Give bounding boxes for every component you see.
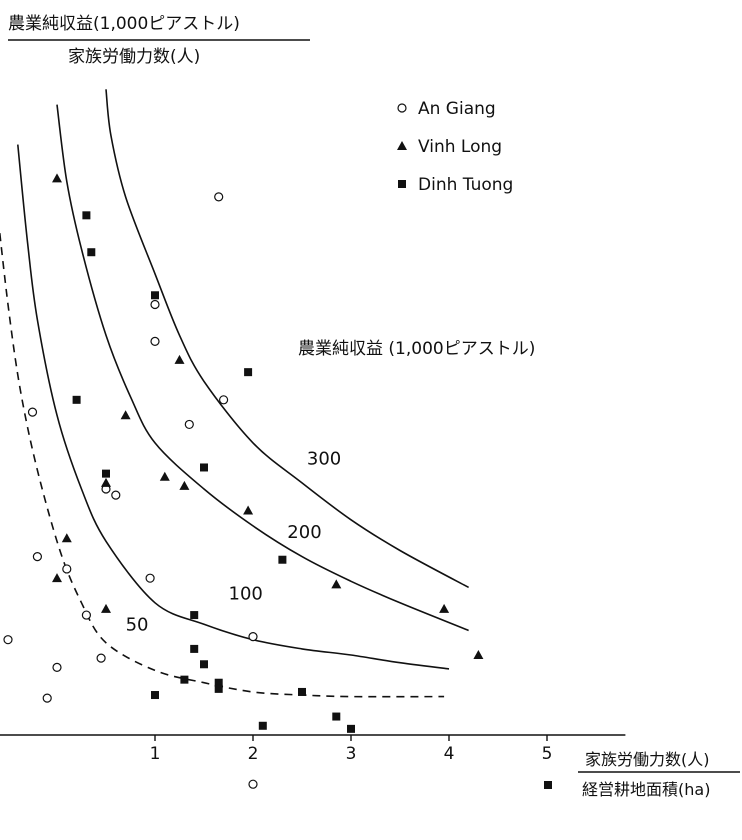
data-point bbox=[179, 480, 190, 490]
data-point bbox=[219, 395, 229, 405]
data-point bbox=[214, 192, 224, 202]
series-vinh-long bbox=[52, 173, 484, 660]
iso-curve-300 bbox=[105, 89, 469, 589]
data-point bbox=[52, 573, 62, 583]
data-point bbox=[151, 691, 159, 700]
data-point bbox=[200, 660, 208, 669]
x-tick-label: 1 bbox=[150, 744, 161, 764]
data-point bbox=[278, 555, 287, 564]
iso-curve-label-50: 50 bbox=[126, 614, 149, 635]
data-point bbox=[52, 662, 62, 672]
data-point bbox=[87, 248, 96, 257]
data-point bbox=[190, 644, 199, 653]
y-axis-title-numerator: 農業純収益(1,000ピアストル) bbox=[8, 14, 240, 34]
data-point bbox=[102, 469, 110, 478]
legend-label: Vinh Long bbox=[418, 137, 502, 157]
x-axis-title-denominator: 経営耕地面積(ha) bbox=[582, 780, 710, 799]
data-point bbox=[150, 299, 160, 310]
data-point bbox=[347, 724, 355, 733]
data-point bbox=[174, 354, 185, 364]
x-axis-title-marker bbox=[544, 781, 552, 789]
iso-curve-label-100: 100 bbox=[229, 584, 263, 605]
data-point bbox=[184, 419, 194, 430]
iso-curves: 50 100 200 300 bbox=[0, 89, 469, 698]
data-point bbox=[243, 505, 254, 515]
iso-curve-50 bbox=[0, 227, 445, 698]
x-tick-label: 5 bbox=[542, 744, 553, 764]
y-axis-title-denominator: 家族労働力数(人) bbox=[68, 47, 200, 67]
iso-curve-label-200: 200 bbox=[287, 522, 321, 543]
data-point bbox=[145, 573, 155, 583]
data-point bbox=[248, 631, 258, 642]
data-point bbox=[150, 336, 160, 346]
x-tick-label: 4 bbox=[444, 744, 455, 764]
legend: An Giang Vinh Long Dinh Tuong bbox=[397, 99, 552, 789]
x-ticks: 1 2 3 4 5 bbox=[150, 735, 553, 764]
iso-curves-title: 農業純収益 (1,000ピアストル) bbox=[298, 339, 535, 359]
x-tick-label: 2 bbox=[248, 744, 259, 764]
x-axis-title-numerator: 家族労働力数(人) bbox=[585, 750, 710, 769]
data-point bbox=[332, 712, 341, 721]
legend-marker bbox=[397, 103, 407, 113]
data-point bbox=[61, 533, 72, 543]
y-axis-title: 農業純収益(1,000ピアストル) 家族労働力数(人) bbox=[8, 14, 310, 67]
data-point bbox=[248, 779, 258, 789]
data-point bbox=[42, 693, 52, 703]
data-point bbox=[298, 687, 306, 696]
data-point bbox=[151, 291, 159, 300]
data-point bbox=[159, 471, 170, 481]
legend-marker bbox=[398, 180, 406, 188]
data-point bbox=[439, 603, 450, 613]
data-point bbox=[81, 610, 92, 620]
data-point bbox=[200, 463, 208, 472]
data-point bbox=[214, 678, 223, 687]
iso-curve-100 bbox=[17, 144, 450, 670]
series-an-giang bbox=[3, 192, 258, 789]
data-point bbox=[473, 650, 484, 660]
data-point bbox=[190, 611, 199, 620]
data-point bbox=[32, 552, 43, 562]
iso-curve-label-300: 300 bbox=[307, 448, 341, 469]
data-point bbox=[180, 675, 189, 684]
x-axis-title: 家族労働力数(人) 経営耕地面積(ha) bbox=[578, 750, 740, 799]
legend-marker bbox=[397, 141, 407, 150]
legend-label: Dinh Tuong bbox=[418, 175, 513, 195]
data-point bbox=[82, 211, 91, 220]
data-point bbox=[96, 653, 106, 663]
data-points bbox=[3, 173, 484, 789]
data-point bbox=[62, 564, 72, 574]
data-point bbox=[244, 368, 253, 377]
iso-curve-200 bbox=[56, 104, 469, 632]
data-point bbox=[214, 684, 223, 693]
data-point bbox=[111, 490, 121, 500]
data-point bbox=[331, 579, 342, 589]
data-point bbox=[72, 395, 81, 404]
data-point bbox=[3, 635, 13, 645]
data-point bbox=[120, 410, 131, 420]
data-point bbox=[101, 477, 111, 487]
legend-label: An Giang bbox=[418, 99, 496, 119]
data-point bbox=[52, 173, 62, 183]
x-tick-label: 3 bbox=[346, 744, 357, 764]
data-point bbox=[101, 603, 111, 613]
series-dinh-tuong bbox=[72, 211, 355, 733]
data-point bbox=[258, 721, 267, 730]
data-point bbox=[27, 407, 38, 417]
